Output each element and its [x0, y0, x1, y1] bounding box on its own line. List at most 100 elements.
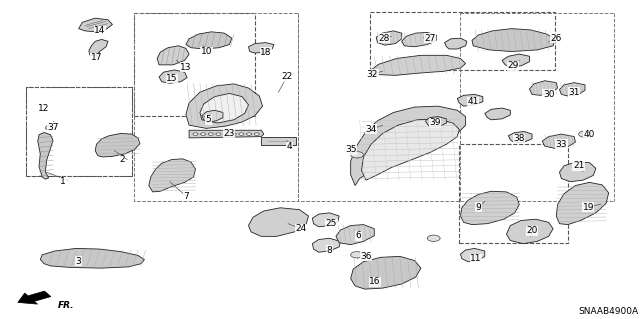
Polygon shape — [312, 213, 339, 227]
Text: 24: 24 — [295, 224, 307, 233]
Text: 37: 37 — [47, 122, 59, 132]
Polygon shape — [336, 225, 374, 245]
Polygon shape — [559, 162, 596, 182]
Text: 38: 38 — [513, 134, 525, 143]
Polygon shape — [461, 249, 484, 262]
Text: 1: 1 — [60, 177, 66, 186]
Polygon shape — [559, 83, 585, 96]
Text: 29: 29 — [507, 61, 518, 70]
Polygon shape — [186, 32, 232, 49]
Text: 3: 3 — [76, 257, 81, 266]
Polygon shape — [40, 249, 145, 268]
Polygon shape — [376, 31, 402, 45]
Text: 6: 6 — [355, 231, 361, 240]
Polygon shape — [189, 130, 264, 138]
Polygon shape — [200, 93, 248, 123]
Text: 36: 36 — [360, 252, 372, 261]
Text: 15: 15 — [166, 74, 177, 83]
Circle shape — [223, 133, 228, 135]
Text: 8: 8 — [326, 246, 332, 255]
Polygon shape — [445, 38, 467, 49]
Text: 18: 18 — [260, 48, 271, 57]
Bar — [26, 87, 132, 176]
Circle shape — [208, 133, 213, 135]
Text: 40: 40 — [584, 130, 595, 139]
Circle shape — [231, 133, 236, 135]
Text: 14: 14 — [94, 26, 106, 35]
Polygon shape — [484, 108, 510, 120]
Text: 5: 5 — [205, 115, 211, 124]
Bar — [134, 13, 255, 116]
Text: 22: 22 — [281, 72, 292, 81]
Circle shape — [468, 100, 477, 104]
Text: 41: 41 — [468, 97, 479, 106]
Circle shape — [216, 133, 221, 135]
Polygon shape — [472, 29, 555, 51]
Polygon shape — [261, 137, 296, 145]
Circle shape — [428, 235, 440, 241]
Text: 16: 16 — [369, 277, 381, 286]
Text: 39: 39 — [429, 118, 441, 128]
Text: 19: 19 — [582, 203, 594, 211]
Text: 23: 23 — [223, 129, 235, 138]
Text: 11: 11 — [470, 254, 481, 263]
Circle shape — [200, 133, 205, 135]
Polygon shape — [461, 191, 519, 225]
Polygon shape — [426, 117, 447, 127]
Text: 4: 4 — [287, 142, 292, 151]
Polygon shape — [402, 33, 436, 47]
Polygon shape — [248, 208, 308, 236]
Polygon shape — [79, 18, 113, 32]
Polygon shape — [458, 94, 483, 106]
Polygon shape — [95, 133, 140, 157]
Polygon shape — [351, 106, 466, 186]
Bar — [370, 12, 555, 70]
Text: 25: 25 — [326, 219, 337, 228]
Text: 7: 7 — [183, 191, 189, 201]
Circle shape — [254, 133, 259, 135]
Polygon shape — [18, 291, 51, 304]
Text: FR.: FR. — [58, 300, 75, 309]
Text: 34: 34 — [365, 125, 377, 134]
Polygon shape — [506, 219, 553, 244]
Polygon shape — [351, 256, 421, 289]
Circle shape — [193, 133, 198, 135]
Polygon shape — [149, 159, 195, 192]
Polygon shape — [362, 119, 460, 180]
Polygon shape — [159, 70, 187, 83]
Text: 20: 20 — [526, 226, 538, 235]
Text: 12: 12 — [38, 104, 50, 113]
Text: 13: 13 — [180, 63, 191, 72]
Text: 2: 2 — [119, 155, 125, 164]
Text: 33: 33 — [556, 140, 567, 149]
Polygon shape — [542, 134, 575, 148]
Text: 31: 31 — [568, 88, 580, 97]
Circle shape — [239, 133, 244, 135]
Circle shape — [579, 131, 591, 137]
Text: 28: 28 — [378, 34, 390, 43]
Polygon shape — [556, 182, 609, 225]
Bar — [460, 144, 568, 243]
Text: 10: 10 — [200, 47, 212, 56]
Polygon shape — [186, 84, 262, 128]
Circle shape — [351, 252, 364, 258]
Circle shape — [246, 133, 252, 135]
Polygon shape — [312, 238, 340, 252]
Text: SNAAB4900A: SNAAB4900A — [578, 307, 638, 316]
Text: 27: 27 — [424, 34, 436, 43]
Polygon shape — [371, 55, 466, 75]
Text: 32: 32 — [367, 70, 378, 79]
Polygon shape — [202, 110, 223, 122]
Polygon shape — [38, 132, 53, 179]
Polygon shape — [248, 43, 274, 53]
Polygon shape — [508, 131, 532, 143]
Text: 35: 35 — [345, 145, 356, 154]
Polygon shape — [502, 54, 529, 67]
Circle shape — [45, 125, 56, 130]
Polygon shape — [89, 40, 108, 55]
Text: 30: 30 — [543, 90, 554, 99]
Polygon shape — [157, 46, 189, 65]
Text: 9: 9 — [476, 203, 481, 211]
Bar — [26, 87, 132, 176]
Text: 17: 17 — [91, 53, 102, 62]
